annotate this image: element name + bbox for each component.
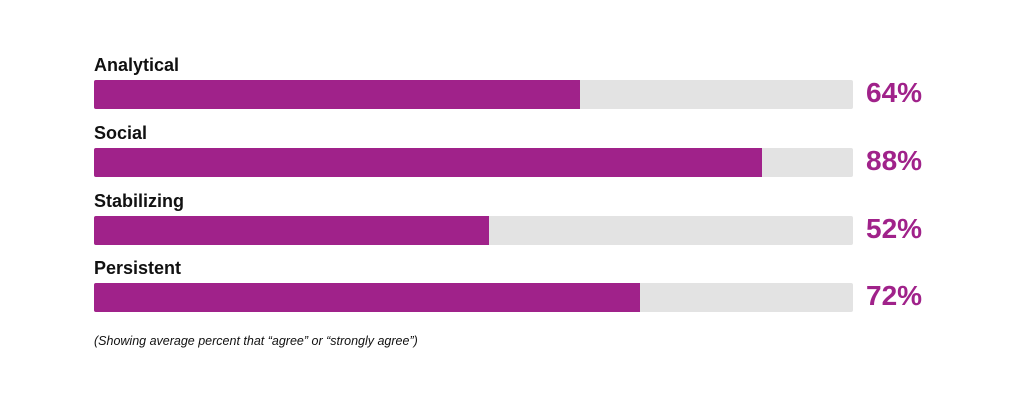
value-label: 52% <box>866 213 923 244</box>
bar-analytical <box>94 80 580 109</box>
category-label: Social <box>94 123 148 143</box>
bar-row-analytical: Analytical 64% <box>94 55 934 117</box>
value-label: 88% <box>866 145 923 176</box>
value-label: 64% <box>866 77 923 108</box>
bar-track <box>94 148 853 177</box>
category-label: Stabilizing <box>94 191 184 211</box>
bar-row-social: Social 88% <box>94 123 934 185</box>
bar-track <box>94 216 853 245</box>
category-label: Persistent <box>94 258 182 278</box>
value-label: 72% <box>866 280 923 311</box>
category-label: Analytical <box>94 55 180 75</box>
bar-row-persistent: Persistent 72% <box>94 258 934 320</box>
bar-row-stabilizing: Stabilizing 52% <box>94 191 934 253</box>
bar-social <box>94 148 762 177</box>
bar-stabilizing <box>94 216 489 245</box>
bar-track <box>94 283 853 312</box>
chart-footnote: (Showing average percent that “agree” or… <box>94 334 418 348</box>
bar-persistent <box>94 283 641 312</box>
bar-track <box>94 80 853 109</box>
